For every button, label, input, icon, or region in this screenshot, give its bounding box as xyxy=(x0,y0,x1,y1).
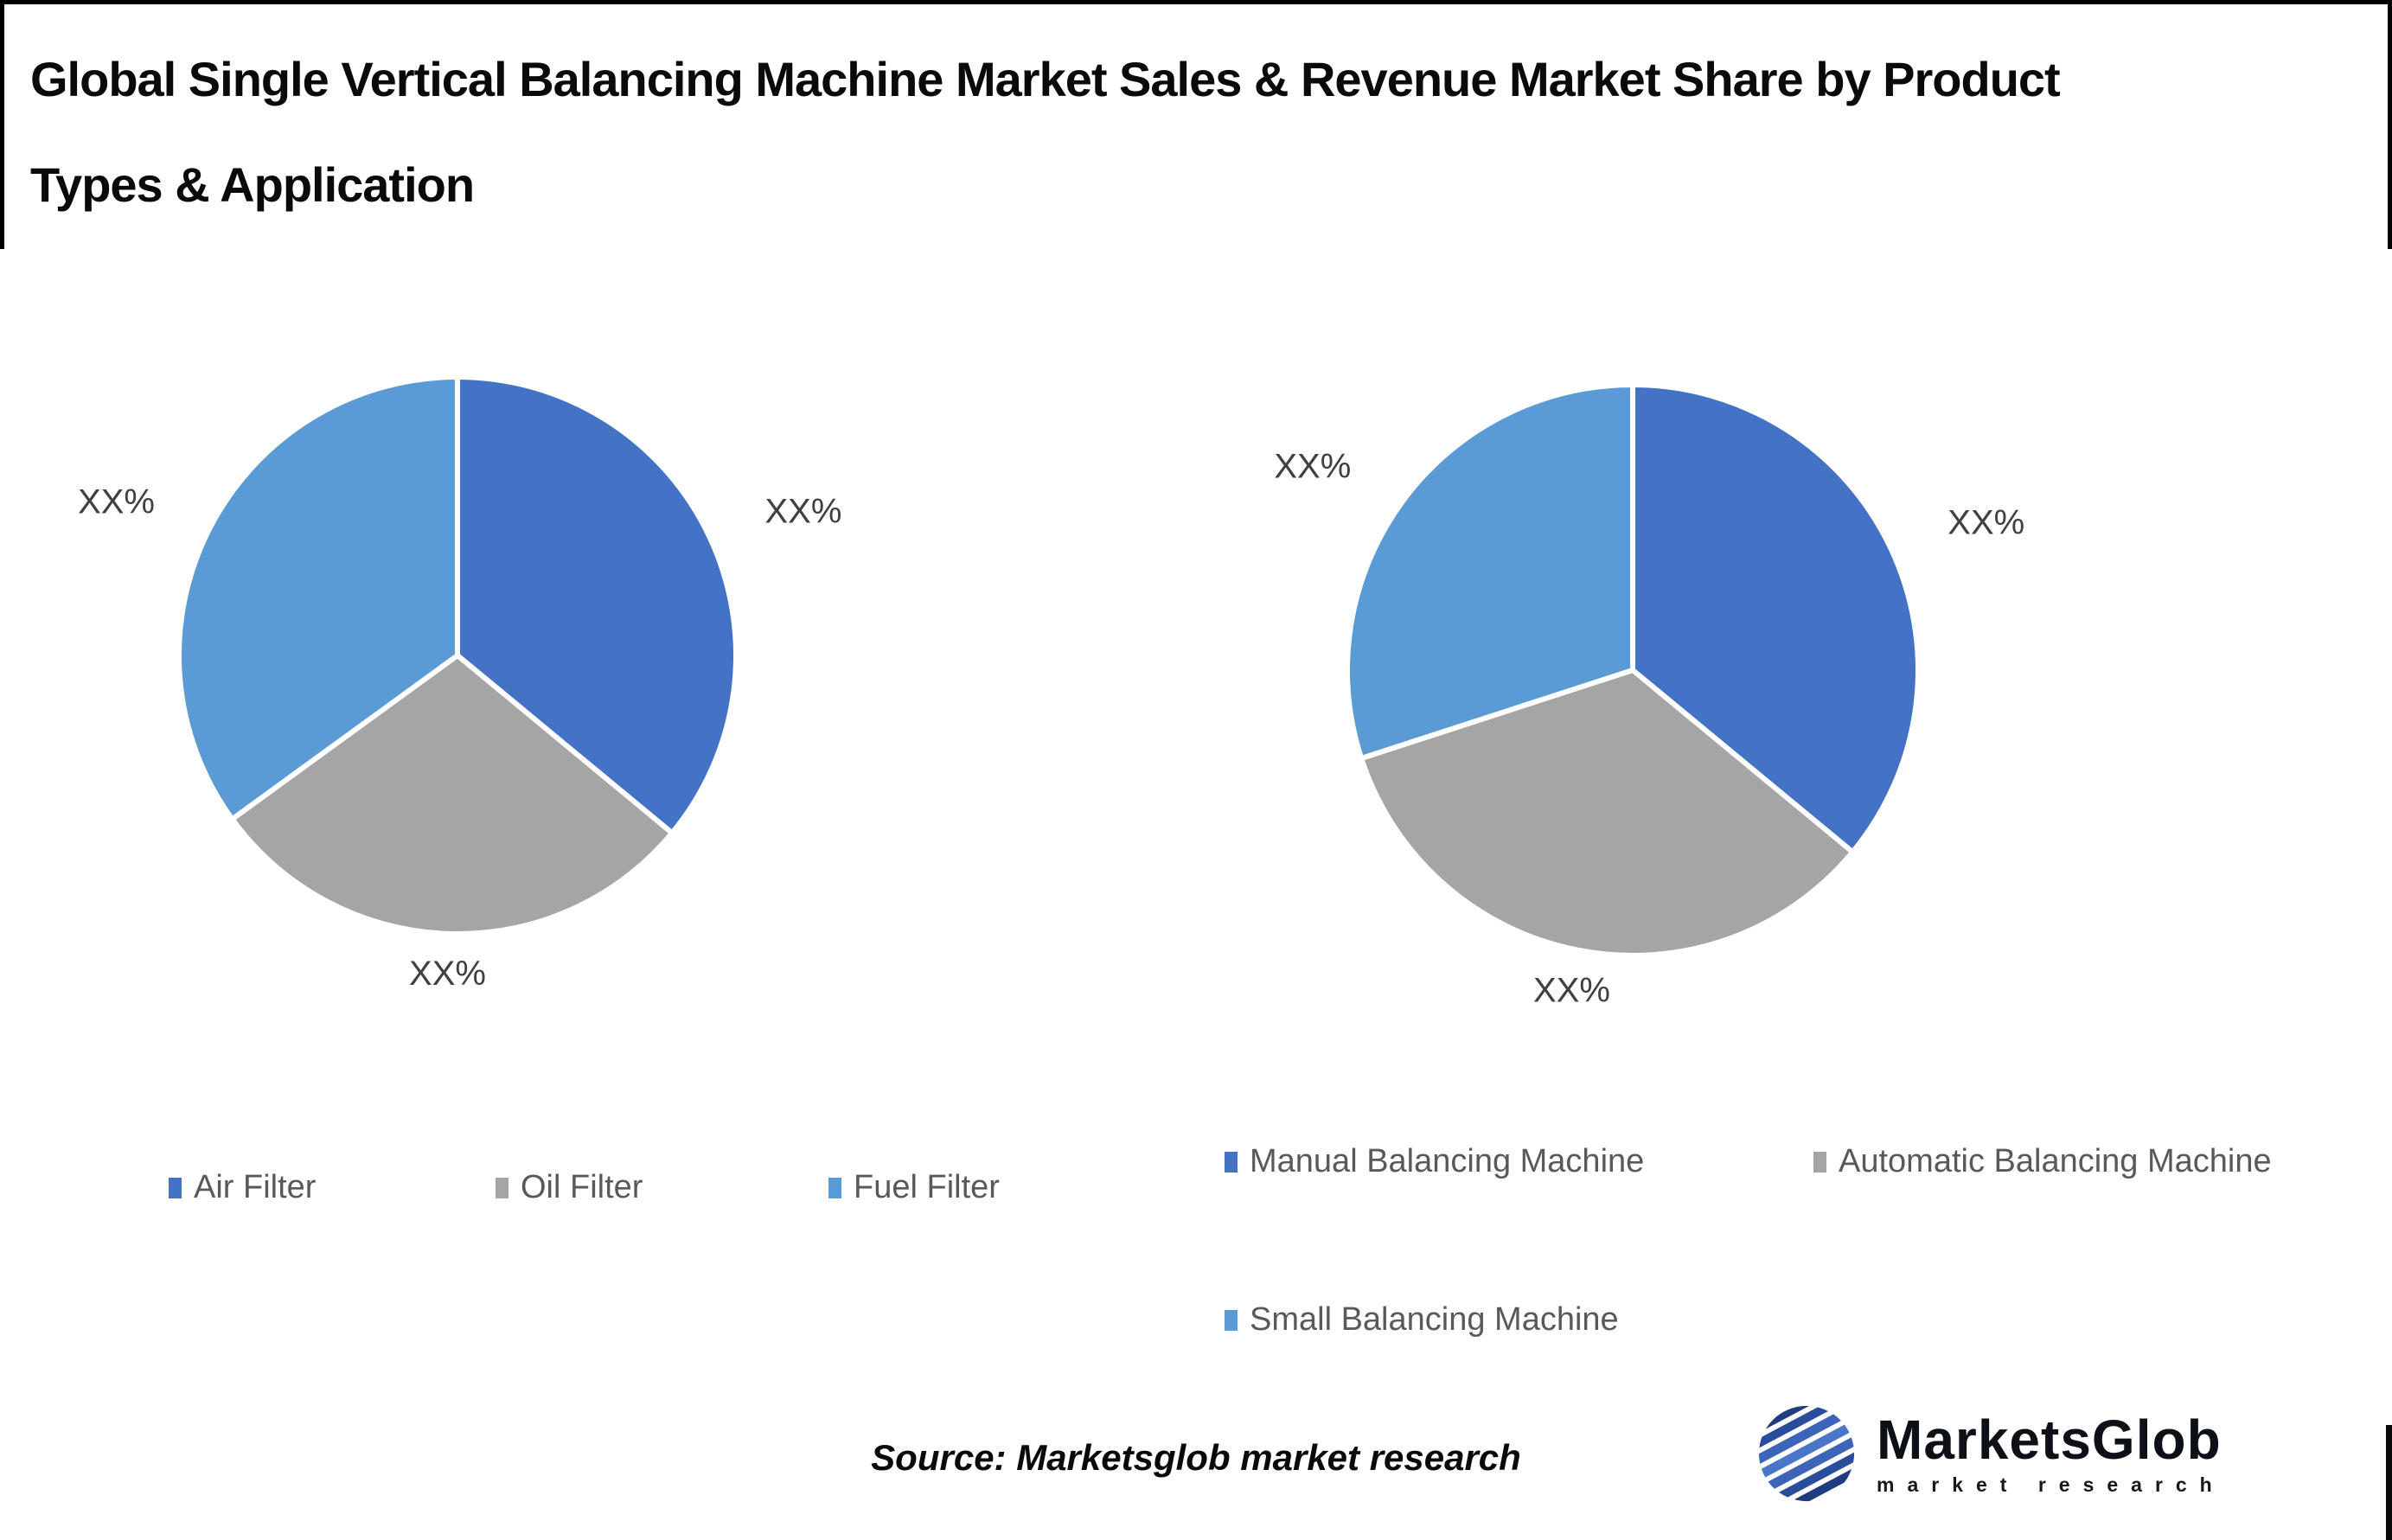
legend-swatch-manual-balancing-machine xyxy=(1225,1151,1238,1173)
legend-swatch-automatic-balancing-machine xyxy=(1813,1151,1826,1173)
slice-data-label: XX% xyxy=(409,955,486,993)
figure-title-line2: Types & Application xyxy=(30,157,475,212)
slice-data-label: XX% xyxy=(1947,504,2024,542)
title-band: Global Single Vertical Balancing Machine… xyxy=(0,0,2392,249)
legend-item-small-balancing-machine: Small Balancing Machine xyxy=(1225,1301,1619,1339)
marketsglob-logo: MarketsGlob market research xyxy=(1756,1403,2225,1505)
slice-data-label: XX% xyxy=(78,483,155,521)
source-note: Source: Marketsglob market research xyxy=(871,1437,1521,1478)
legend-label-manual-balancing-machine: Manual Balancing Machine xyxy=(1250,1143,1645,1179)
legend-item-air-filter: Air Filter xyxy=(169,1169,316,1206)
slice-data-label: XX% xyxy=(1533,972,1610,1010)
legend-label-fuel-filter: Fuel Filter xyxy=(854,1169,1000,1205)
legend-label-small-balancing-machine: Small Balancing Machine xyxy=(1250,1301,1619,1338)
slice-data-label: XX% xyxy=(765,493,842,531)
legend-label-oil-filter: Oil Filter xyxy=(521,1169,643,1205)
legend-item-fuel-filter: Fuel Filter xyxy=(828,1169,1000,1206)
legend-swatch-air-filter xyxy=(169,1177,182,1198)
frame-edge-bar xyxy=(2386,1425,2392,1540)
slice-data-label: XX% xyxy=(1274,447,1351,485)
pie-slice-automatic-balancing-machine xyxy=(1359,668,1856,958)
legend-label-automatic-balancing-machine: Automatic Balancing Machine xyxy=(1839,1143,2272,1179)
pie-slice-oil-filter xyxy=(229,653,675,937)
pie-slice-fuel-filter xyxy=(176,374,460,822)
logo-name: MarketsGlob xyxy=(1877,1408,2222,1471)
globe-icon xyxy=(1756,1403,1858,1505)
legend-item-automatic-balancing-machine: Automatic Balancing Machine xyxy=(1813,1143,2272,1180)
pie-slice-air-filter xyxy=(455,374,739,836)
legend-swatch-small-balancing-machine xyxy=(1225,1309,1238,1331)
logo-subtitle: market research xyxy=(1877,1473,2225,1496)
legend-label-air-filter: Air Filter xyxy=(194,1169,317,1205)
legend-item-manual-balancing-machine: Manual Balancing Machine xyxy=(1225,1143,1644,1180)
legend-swatch-fuel-filter xyxy=(828,1177,841,1198)
pie-slice-small-balancing-machine xyxy=(1345,382,1635,761)
legend-swatch-oil-filter xyxy=(496,1177,508,1198)
pie-chart-product-types: XX% XX% XX% xyxy=(78,374,842,993)
pie-chart-application: XX% XX% XX% xyxy=(1274,382,2024,1010)
logo-text: MarketsGlob market research xyxy=(1877,1411,2225,1497)
figure-title-line1: Global Single Vertical Balancing Machine… xyxy=(30,52,2061,106)
legend-item-oil-filter: Oil Filter xyxy=(496,1169,643,1206)
pie-slice-manual-balancing-machine xyxy=(1630,382,1921,855)
